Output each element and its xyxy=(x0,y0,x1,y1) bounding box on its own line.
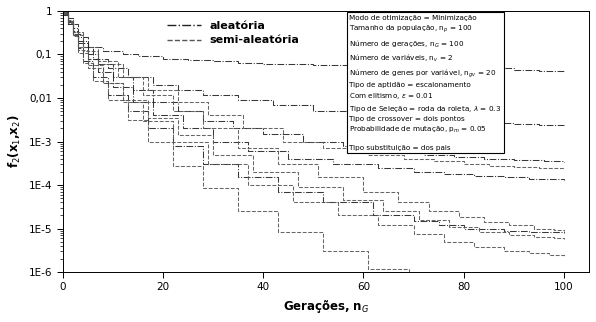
Legend: aleatória, semi-aleatória: aleatória, semi-aleatória xyxy=(163,16,304,50)
X-axis label: Gerações, n$_G$: Gerações, n$_G$ xyxy=(283,298,369,315)
Text: Modo de otimização = Minimização
Tamanho da população, n$_p$ = 100
Número de ger: Modo de otimização = Minimização Tamanho… xyxy=(349,15,502,150)
Y-axis label: f$_2$(x$_1$,x$_2$): f$_2$(x$_1$,x$_2$) xyxy=(7,115,23,168)
